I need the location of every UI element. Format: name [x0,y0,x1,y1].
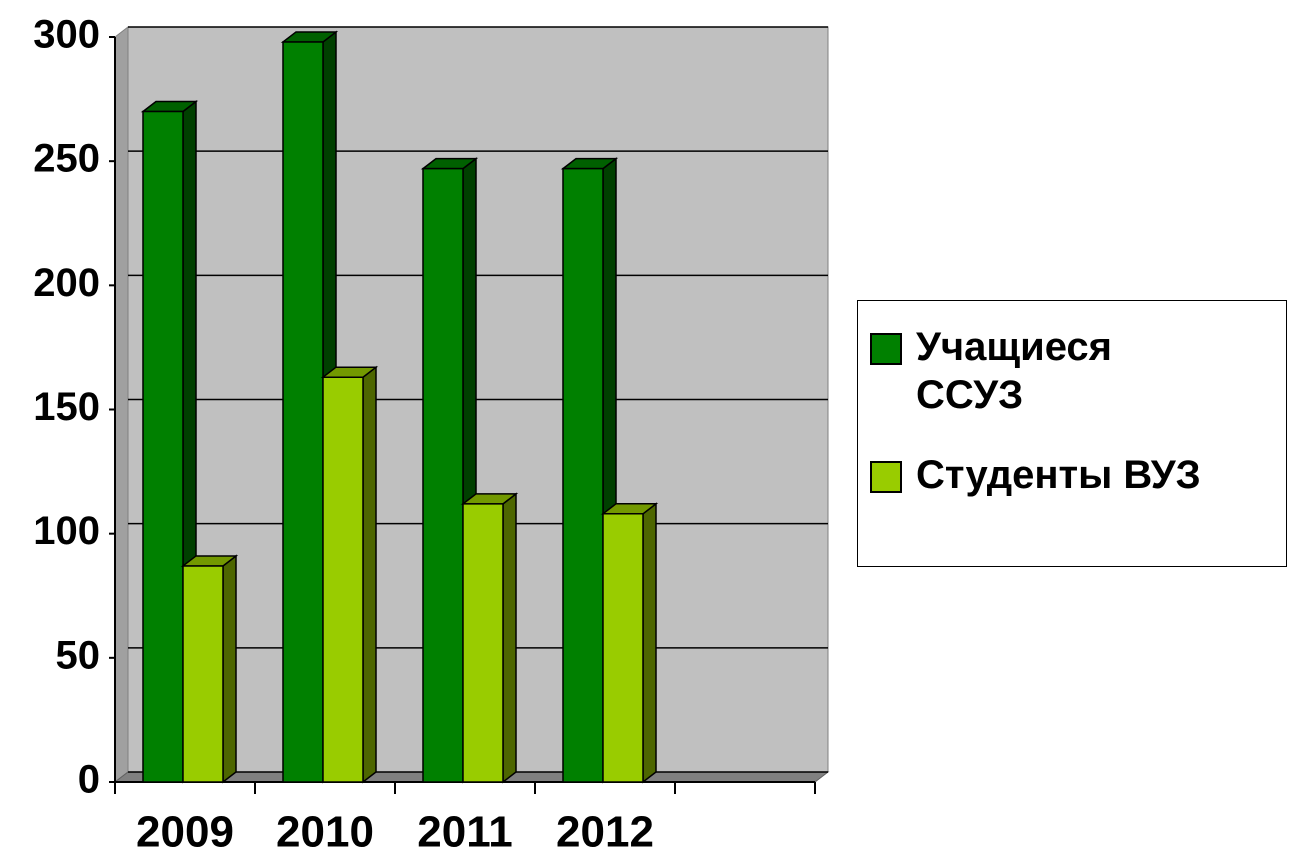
bar-face [362,365,377,784]
legend-swatch [870,333,902,365]
bar [600,502,659,784]
x-tick-label: 2010 [276,808,374,857]
bar-face [182,565,224,783]
y-tick-label: 50 [56,633,101,677]
bar [180,554,239,784]
x-tick-label: 2011 [417,808,512,857]
legend: Учащиеся ССУЗ Студенты ВУЗ [857,300,1287,567]
y-tick-label: 200 [33,261,100,305]
side-wall [114,25,129,784]
y-tick-label: 300 [33,13,100,57]
bar-face [642,502,657,784]
bar-face [282,41,324,783]
bar-face [502,492,517,784]
bar [460,492,519,784]
bar-face [222,554,237,784]
bar-face [602,513,644,783]
bar-face [142,110,184,783]
bar-face [322,376,364,783]
legend-swatch [870,461,902,493]
legend-entry: Студенты ВУЗ [870,451,1280,499]
y-tick-label: 100 [33,509,100,553]
bar-face [562,167,604,783]
legend-entry: Учащиеся ССУЗ [870,323,1280,419]
y-tick-label: 250 [33,137,100,181]
y-tick-label: 150 [33,385,100,429]
legend-label: Учащиеся ССУЗ [916,325,1112,417]
bar-face [462,503,504,783]
x-tick-label: 2009 [136,808,234,857]
y-tick-label: 0 [78,758,100,802]
bar-face [422,167,464,783]
bar [320,365,379,784]
x-tick-label: 2012 [556,808,654,857]
legend-label: Студенты ВУЗ [916,453,1201,497]
